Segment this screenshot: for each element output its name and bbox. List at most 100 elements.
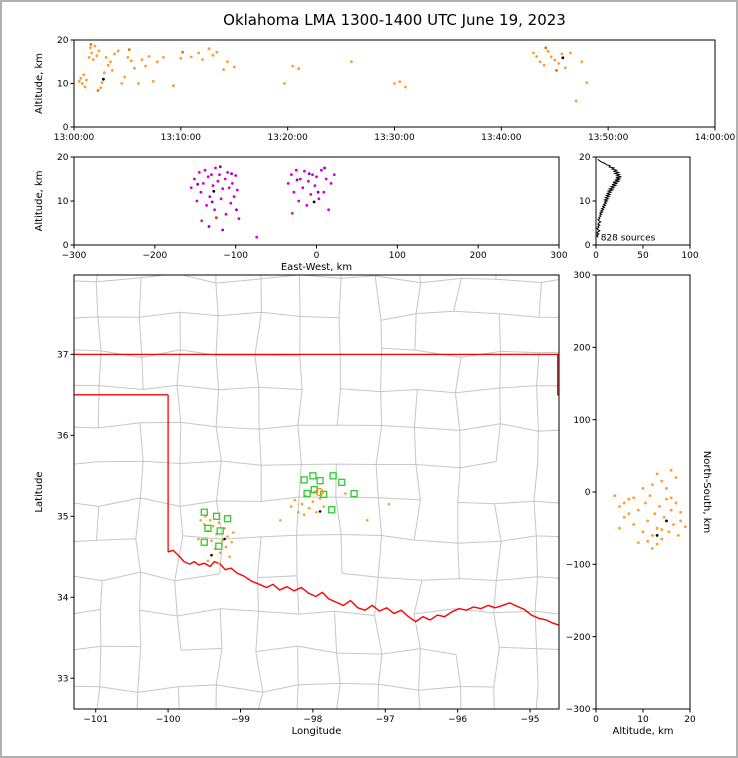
y-axis-label: Altitude, km: [34, 171, 45, 232]
data-point: [228, 555, 231, 559]
data-point: [535, 55, 538, 58]
data-point: [229, 201, 233, 205]
data-point: [665, 497, 668, 501]
annotation: 828 sources: [601, 234, 656, 244]
data-point: [201, 182, 205, 185]
data-point: [231, 182, 234, 185]
data-point: [318, 510, 322, 513]
data-point: [172, 84, 175, 88]
data-point: [323, 166, 326, 170]
x-tick-label: −96: [448, 715, 467, 725]
data-point: [329, 182, 333, 185]
data-point: [199, 519, 202, 522]
data-point: [312, 200, 316, 204]
data-point: [315, 510, 318, 514]
data-point: [622, 501, 626, 505]
y-tick-label: 34: [57, 593, 69, 603]
data-point: [660, 479, 664, 483]
x-tick-label: 300: [550, 251, 567, 261]
data-point: [83, 85, 87, 89]
data-point: [290, 173, 293, 177]
data-point: [636, 508, 640, 512]
data-point: [214, 166, 217, 170]
data-point: [89, 43, 93, 46]
data-point: [197, 171, 201, 174]
x-tick-label: 200: [470, 251, 487, 261]
data-point: [210, 200, 214, 204]
data-point: [162, 56, 165, 59]
data-point: [302, 513, 306, 516]
x-tick-label: 14:00:00: [695, 133, 736, 143]
circle-marker: [315, 487, 324, 497]
data-point: [207, 225, 211, 228]
x-tick-label: 0: [593, 251, 599, 261]
x-tick-label: −101: [83, 715, 108, 725]
data-point: [542, 63, 546, 67]
data-point: [291, 64, 295, 68]
data-point: [313, 184, 317, 188]
data-point: [127, 48, 131, 51]
data-point: [102, 71, 106, 74]
station-marker: [309, 472, 317, 480]
data-point: [308, 506, 311, 510]
x-tick-label: 13:10:00: [161, 133, 202, 143]
data-point: [211, 184, 215, 188]
vhf-sources-black: [212, 189, 316, 204]
x-tick-label: 100: [389, 251, 406, 261]
data-point: [669, 468, 673, 472]
x-tick-label: 13:00:00: [54, 133, 95, 143]
data-point: [201, 58, 205, 61]
data-point: [219, 197, 223, 201]
y-tick-label: 33: [57, 674, 68, 684]
data-point: [315, 175, 318, 179]
data-point: [644, 501, 647, 505]
y-tick-label: 100: [573, 416, 590, 426]
y-tick-label: 10: [579, 197, 591, 207]
data-point: [667, 530, 671, 534]
network-center-marker: [315, 487, 324, 497]
y-tick-label: 200: [573, 344, 590, 354]
data-point: [226, 535, 229, 538]
y-tick-label: 10: [57, 80, 69, 90]
data-point: [294, 168, 298, 172]
data-point: [226, 60, 229, 64]
data-point: [218, 173, 221, 177]
data-point: [207, 47, 211, 51]
data-point: [96, 89, 100, 92]
data-point: [344, 492, 347, 495]
data-point: [317, 197, 321, 201]
data-point: [532, 51, 535, 55]
data-point: [297, 510, 300, 514]
data-point: [79, 76, 83, 80]
x-tick-label: 13:50:00: [588, 133, 629, 143]
axes-frame: [73, 274, 560, 710]
data-point: [283, 82, 286, 85]
data-point: [147, 55, 151, 58]
data-point: [404, 85, 407, 89]
data-point: [327, 208, 330, 212]
x-axis-label: East-West, km: [281, 262, 352, 273]
data-point: [208, 195, 212, 199]
station-marker: [328, 506, 336, 514]
data-point: [137, 82, 140, 85]
data-point: [181, 50, 185, 54]
data-point: [197, 537, 200, 541]
data-point: [300, 502, 304, 506]
data-point: [90, 51, 94, 55]
data-point: [214, 216, 218, 220]
station-marker: [338, 478, 346, 486]
data-point: [218, 165, 222, 169]
data-point: [255, 235, 259, 239]
data-point: [564, 66, 567, 70]
data-point: [365, 519, 369, 522]
data-point: [557, 62, 561, 65]
data-point: [544, 46, 548, 50]
data-point: [660, 528, 664, 531]
station-marker: [303, 489, 311, 498]
data-point: [632, 523, 635, 526]
data-point: [322, 190, 326, 194]
data-point: [627, 512, 631, 516]
data-point: [218, 551, 222, 554]
data-point: [672, 523, 675, 526]
